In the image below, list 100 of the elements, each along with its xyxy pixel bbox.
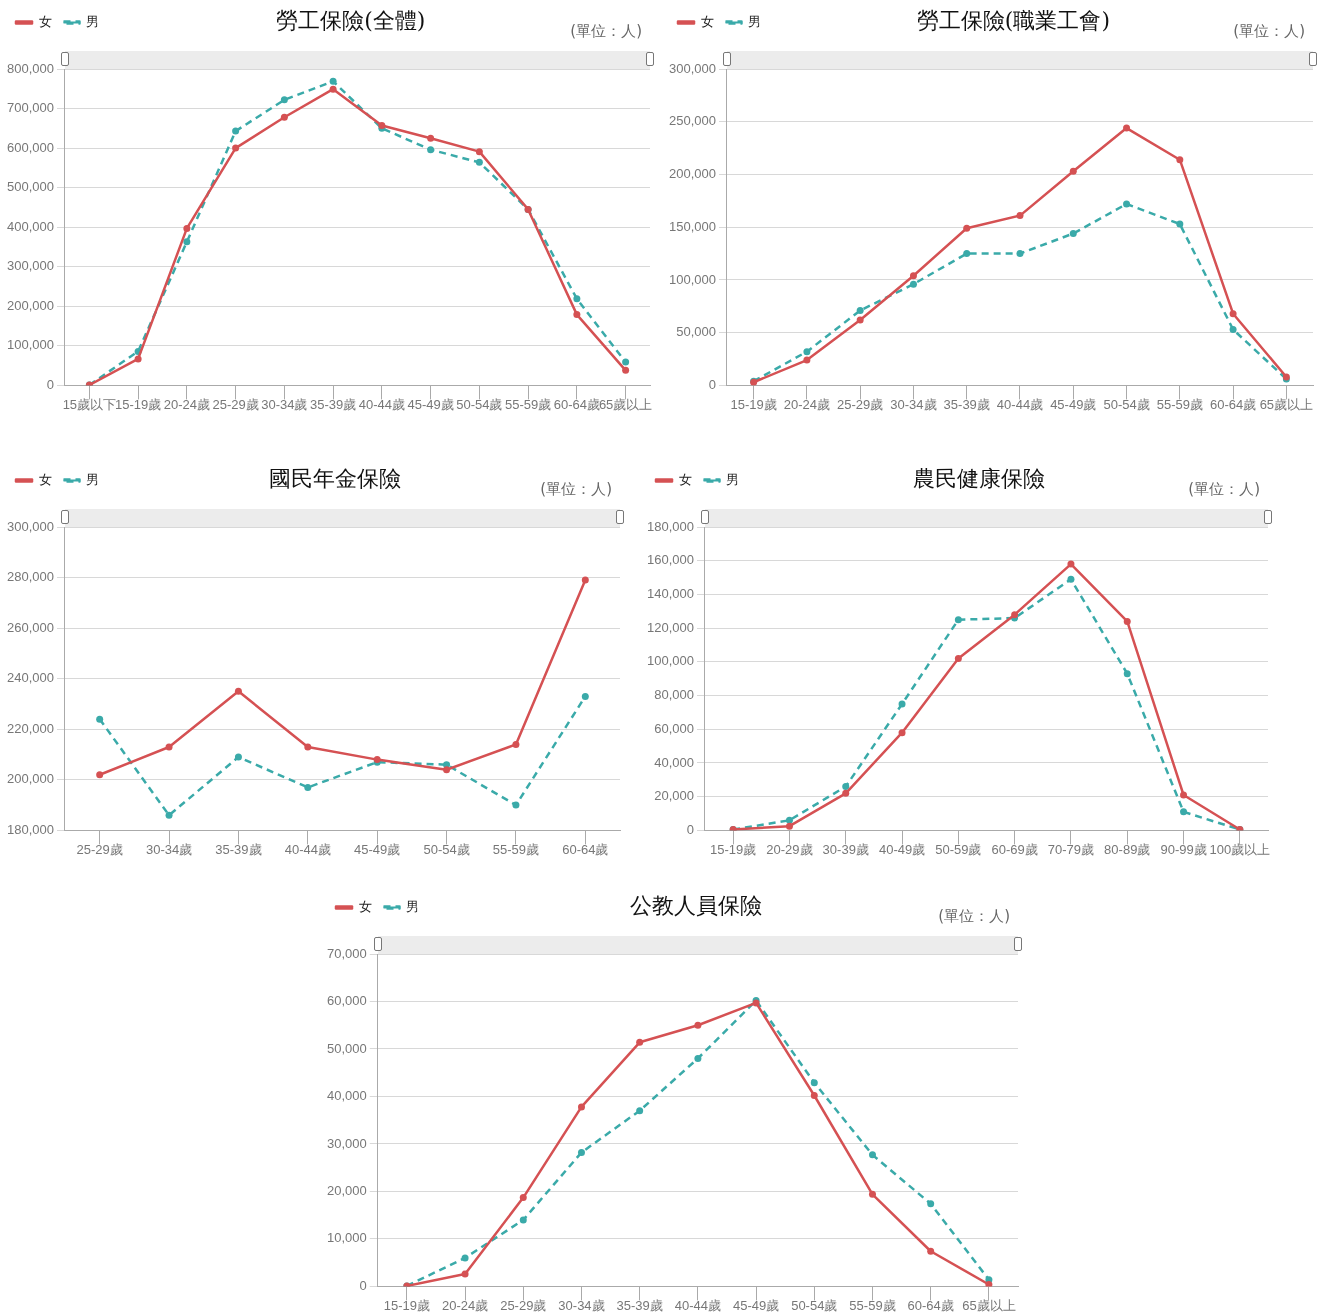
x-tick-label: 70-79歲 bbox=[1047, 841, 1095, 857]
x-tick-label: 50-54歲 bbox=[456, 396, 503, 412]
point bbox=[1176, 156, 1184, 164]
point bbox=[1067, 560, 1075, 568]
x-tick-label: 60-64歲 bbox=[907, 1297, 954, 1313]
x-tick-label: 20-24歲 bbox=[441, 1297, 489, 1313]
point bbox=[1176, 220, 1184, 228]
y-tick-label: 160,000 bbox=[646, 552, 694, 568]
y-tick-label: 0 bbox=[686, 821, 694, 837]
point bbox=[810, 1092, 818, 1100]
text: (單位：人) bbox=[1188, 479, 1260, 498]
point bbox=[183, 224, 191, 232]
point bbox=[234, 687, 242, 695]
y-tick-label: 400,000 bbox=[6, 218, 54, 234]
point bbox=[461, 1270, 469, 1278]
chart-title: 公教人員保險 bbox=[630, 892, 763, 918]
y-tick-label: 100,000 bbox=[668, 271, 716, 287]
point bbox=[280, 113, 288, 121]
point bbox=[519, 1194, 527, 1202]
point bbox=[577, 1148, 585, 1156]
y-tick-label: 600,000 bbox=[6, 139, 54, 155]
x-tick-label: 55-59歲 bbox=[849, 1297, 896, 1313]
point bbox=[329, 77, 337, 85]
point bbox=[868, 1190, 876, 1198]
x-tick-label: 40-44歲 bbox=[996, 396, 1044, 412]
chart-title: 勞工保險(全體) bbox=[276, 7, 426, 33]
x-tick-label: 15-19歲 bbox=[730, 396, 777, 412]
y-tick-label: 40,000 bbox=[654, 754, 694, 770]
point bbox=[1069, 230, 1077, 238]
y-tick-label: 100,000 bbox=[6, 337, 54, 353]
x-tick-label: 30-34歲 bbox=[890, 396, 937, 412]
legend-label: 女 bbox=[700, 14, 714, 30]
point bbox=[519, 1216, 527, 1224]
point bbox=[1229, 326, 1237, 333]
point bbox=[622, 358, 630, 366]
y-tick-label: 300,000 bbox=[668, 60, 716, 76]
x-tick-label: 45-49歲 bbox=[354, 841, 401, 857]
legend-label: 男 bbox=[726, 472, 739, 488]
point bbox=[785, 816, 793, 824]
point bbox=[232, 144, 240, 152]
x-tick-label: 40-49歲 bbox=[878, 841, 926, 857]
x-tick-label: 50-54歲 bbox=[423, 841, 470, 857]
point bbox=[856, 316, 864, 324]
y-tick-label: 240,000 bbox=[6, 670, 54, 686]
x-tick-label: 15-19歲 bbox=[114, 396, 162, 412]
point bbox=[304, 783, 312, 791]
x-tick-label: 25-29歲 bbox=[837, 396, 884, 412]
legend-label: 男 bbox=[748, 14, 761, 30]
point bbox=[963, 250, 971, 258]
text: (單位：人) bbox=[540, 479, 612, 498]
point bbox=[475, 158, 483, 166]
point bbox=[694, 1054, 702, 1062]
y-tick-label: 60,000 bbox=[654, 720, 694, 736]
x-tick-label: 30-34歲 bbox=[145, 841, 193, 857]
y-tick-label: 500,000 bbox=[6, 179, 54, 195]
x-tick-label: 35-39歲 bbox=[215, 841, 262, 857]
point bbox=[134, 355, 142, 363]
point bbox=[475, 148, 483, 156]
point bbox=[963, 224, 971, 232]
x-tick-label: 15歲以下 bbox=[62, 396, 117, 412]
point bbox=[232, 127, 240, 135]
point bbox=[803, 356, 811, 364]
x-tick-label: 65歲以上 bbox=[962, 1297, 1016, 1313]
x-tick-label: 60-64歲 bbox=[1209, 396, 1257, 412]
x-tick-label: 20-24歲 bbox=[783, 396, 831, 412]
legend-label: 男 bbox=[406, 899, 419, 915]
point bbox=[1123, 200, 1131, 208]
point bbox=[909, 272, 917, 280]
y-tick-label: 150,000 bbox=[668, 218, 716, 234]
y-tick-label: 250,000 bbox=[668, 113, 716, 129]
y-tick-label: 0 bbox=[708, 376, 716, 392]
y-tick-label: 220,000 bbox=[6, 720, 54, 736]
x-tick-label: 60-64歲 bbox=[562, 841, 609, 857]
y-tick-label: 80,000 bbox=[654, 687, 694, 703]
x-tick-label: 55-59歲 bbox=[492, 841, 540, 857]
y-tick-label: 40,000 bbox=[327, 1088, 367, 1104]
point bbox=[512, 801, 520, 809]
x-tick-label: 30-34歲 bbox=[558, 1297, 605, 1313]
y-tick-label: 800,000 bbox=[6, 60, 54, 76]
y-tick-label: 200,000 bbox=[668, 166, 716, 182]
point bbox=[909, 280, 917, 288]
y-tick-label: 30,000 bbox=[327, 1135, 367, 1151]
point bbox=[1180, 808, 1188, 816]
point bbox=[581, 692, 589, 700]
point bbox=[856, 307, 864, 315]
point bbox=[1229, 310, 1237, 318]
legend-label: 女 bbox=[358, 899, 372, 915]
point bbox=[183, 238, 191, 246]
y-tick-label: 50,000 bbox=[676, 324, 716, 340]
x-tick-label: 60-64歲 bbox=[553, 396, 600, 412]
x-tick-label: 35-39歲 bbox=[616, 1297, 663, 1313]
point bbox=[427, 134, 435, 142]
x-tick-label: 40-44歲 bbox=[358, 396, 405, 412]
y-tick-label: 200,000 bbox=[6, 297, 54, 313]
x-tick-label: 60-69歲 bbox=[991, 841, 1038, 857]
text: (單位：人) bbox=[938, 906, 1010, 925]
point bbox=[1016, 250, 1024, 258]
x-tick-label: 15-19歲 bbox=[710, 841, 757, 857]
point bbox=[985, 1281, 993, 1287]
x-tick-label: 50-54歲 bbox=[791, 1297, 838, 1313]
